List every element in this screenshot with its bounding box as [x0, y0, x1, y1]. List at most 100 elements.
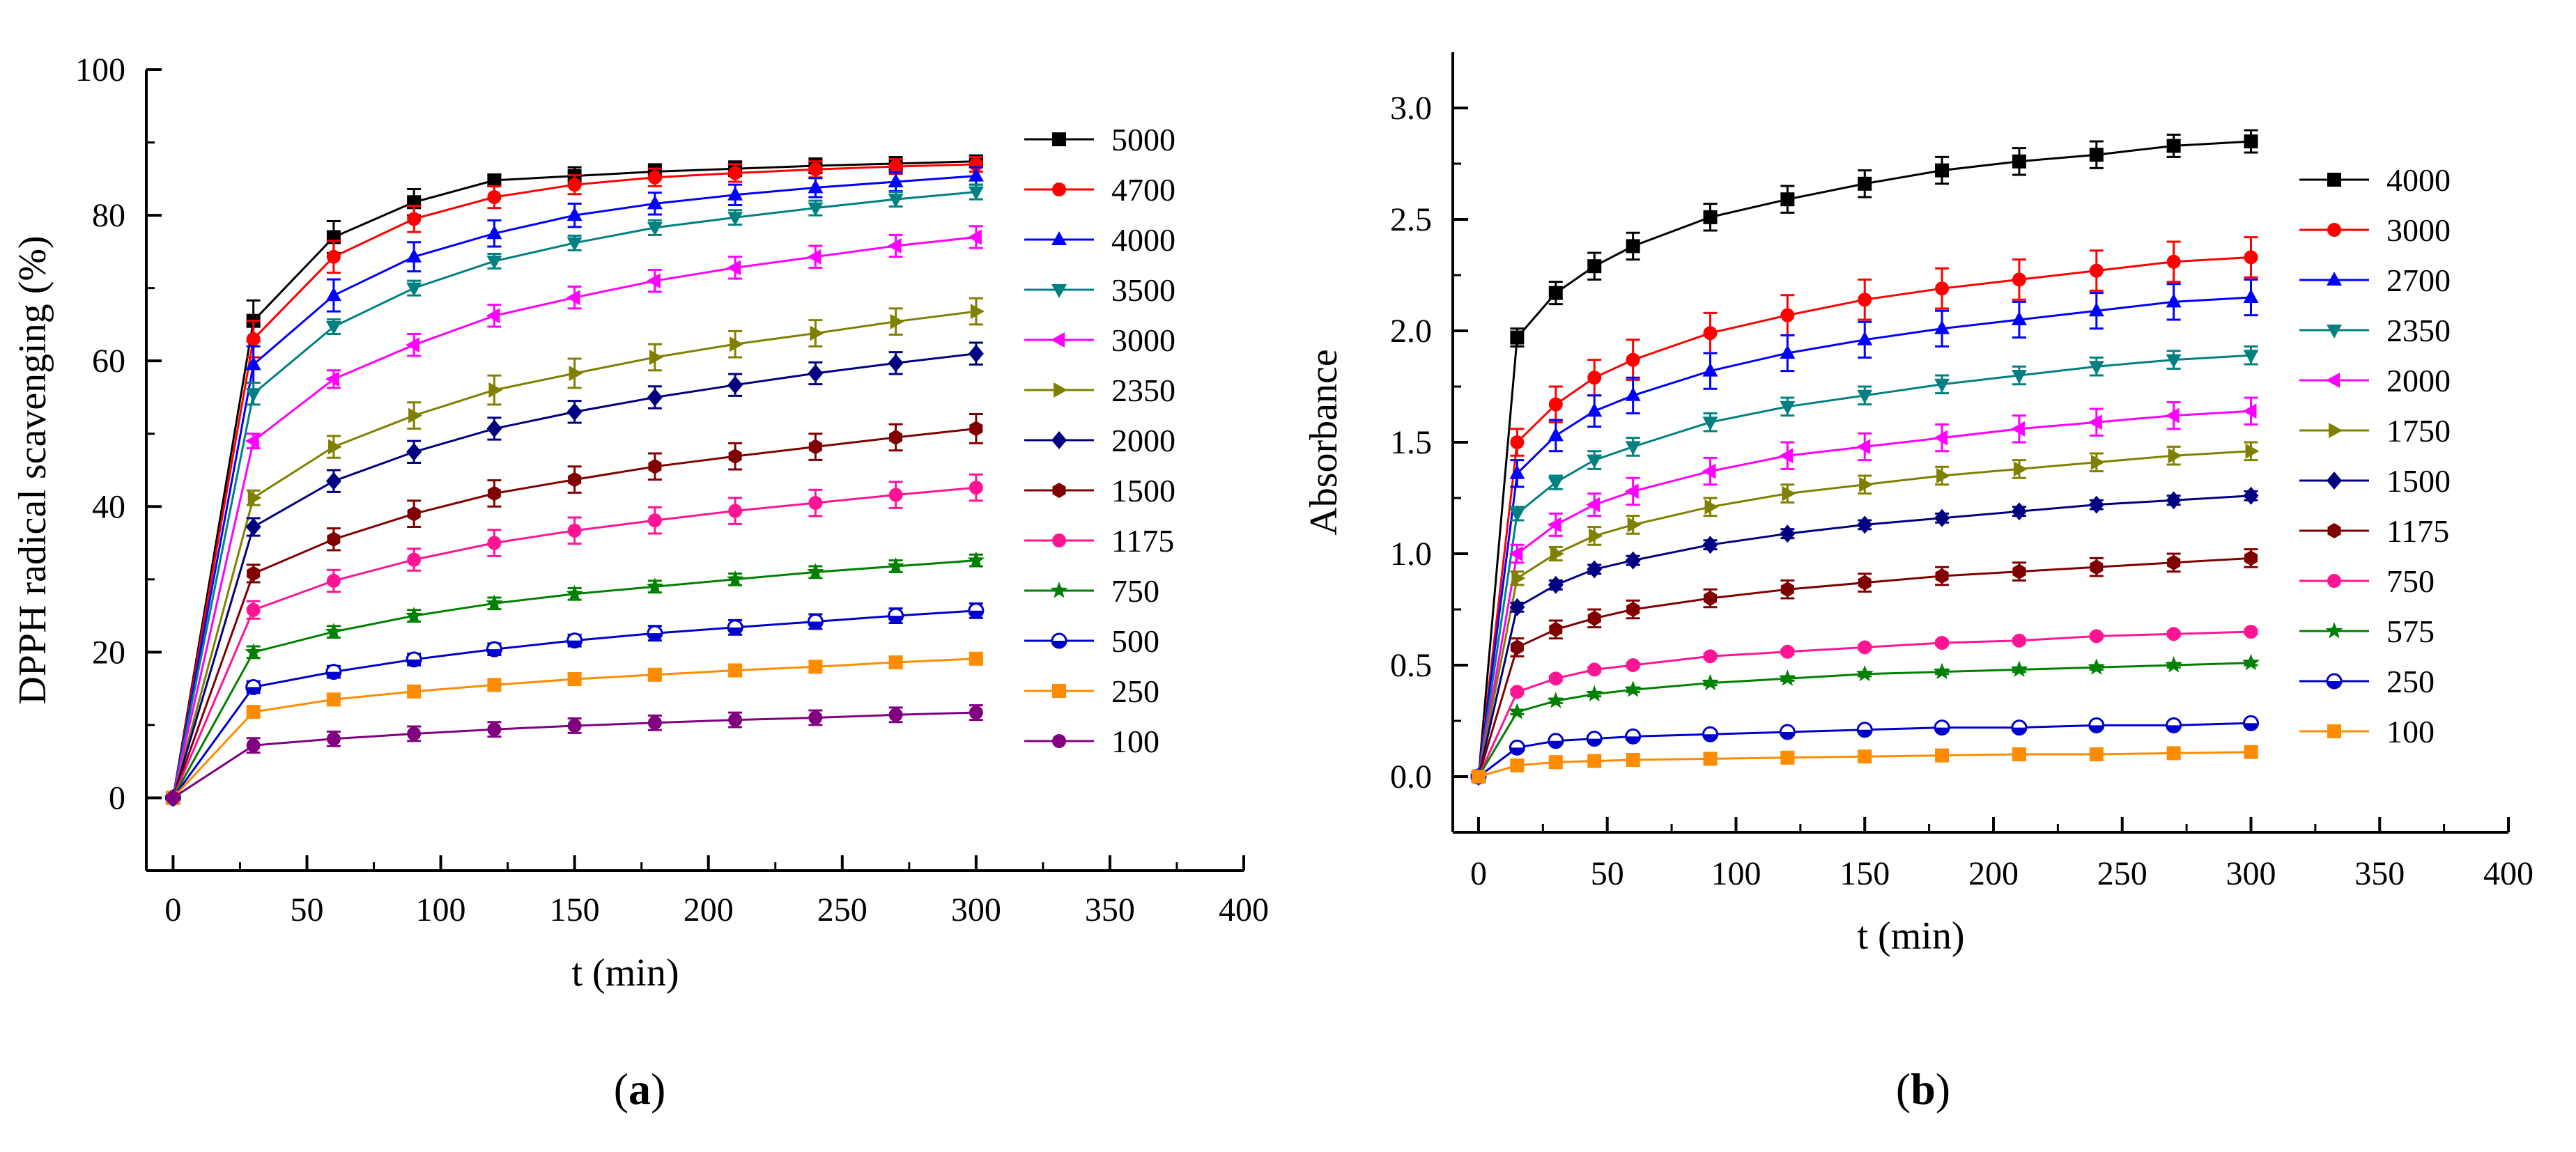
legend-marker [2327, 325, 2342, 338]
data-point [968, 186, 984, 201]
y-tick-label: 0.0 [1390, 758, 1432, 795]
legend-label: 5000 [1111, 122, 1175, 157]
data-point [970, 304, 985, 320]
data-point [1934, 430, 1948, 446]
data-point [888, 354, 904, 373]
legend-label: 1175 [1111, 523, 1174, 559]
data-point [1702, 362, 1718, 377]
data-point [486, 308, 500, 324]
data-point [1935, 568, 1949, 584]
data-point [1585, 685, 1603, 702]
y-axis-label: Absorbance [1302, 349, 1345, 535]
data-point [808, 179, 824, 194]
legend-marker [2327, 173, 2341, 187]
data-point [1782, 485, 1796, 501]
data-point [646, 577, 664, 594]
data-point [325, 371, 339, 387]
x-tick-label: 0 [164, 892, 181, 928]
data-point [1702, 674, 1719, 691]
data-point [1856, 664, 1874, 682]
x-tick-label: 150 [1840, 855, 1890, 892]
data-point [728, 663, 743, 678]
data-point [407, 726, 422, 741]
data-point [245, 679, 262, 696]
legend-label: 2000 [1111, 423, 1175, 458]
data-point [647, 715, 662, 730]
data-point [1859, 476, 1874, 492]
data-point [1548, 755, 1563, 770]
data-point [808, 710, 823, 725]
series-1500 [166, 413, 983, 806]
chart-panel-a: 0 20 40 60 80 100 0 50 100 150 200 250 300 350 400 t (m… [11, 52, 1269, 1114]
data-point [1625, 441, 1641, 456]
series-2000 [165, 341, 984, 807]
data-point [1780, 750, 1795, 765]
data-point [647, 170, 662, 185]
data-point [1704, 591, 1717, 606]
x-tick-label: 400 [2483, 855, 2533, 892]
data-point [487, 485, 501, 501]
data-point [245, 433, 259, 449]
series-2350 [1471, 345, 2259, 785]
data-point [1624, 680, 1642, 697]
data-point [2244, 250, 2258, 265]
data-point [327, 439, 342, 455]
legend-marker [2326, 673, 2343, 690]
data-point [2012, 563, 2026, 579]
data-point [728, 713, 743, 727]
data-point [728, 166, 743, 180]
data-point [647, 513, 662, 528]
data-point [1702, 536, 1718, 554]
data-point [1780, 308, 1795, 322]
legend-item-2350: 2350 [2299, 313, 2451, 348]
legend-item-3500: 3500 [1024, 272, 1175, 308]
data-point [1857, 331, 1873, 345]
series-250 [166, 651, 983, 805]
legend-marker [1052, 132, 1066, 146]
data-point-fill [487, 649, 502, 657]
data-point [1702, 463, 1716, 479]
legend-label: 750 [1111, 573, 1159, 609]
data-point [2012, 633, 2026, 648]
data-point [245, 388, 261, 403]
legend-marker [2326, 373, 2340, 388]
data-point [808, 660, 823, 674]
legend-label: 750 [2386, 563, 2435, 599]
data-point-fill [2089, 725, 2104, 733]
data-point [325, 321, 341, 335]
y-tick-label: 100 [75, 52, 125, 88]
data-point [2244, 745, 2258, 759]
legend-item-500: 500 [1024, 623, 1159, 659]
data-point [1510, 758, 1525, 772]
data-point [1856, 439, 1871, 455]
data-point-fill [2012, 727, 2026, 735]
data-point [326, 692, 341, 707]
data-point [246, 332, 261, 346]
data-point [2012, 154, 2026, 169]
data-point [1510, 435, 1525, 449]
data-point [408, 407, 423, 423]
data-point-fill [647, 633, 662, 641]
legend-item-2000: 2000 [2299, 363, 2451, 398]
data-point [1509, 546, 1523, 561]
data-point [1779, 724, 1796, 740]
data-point [1780, 400, 1796, 415]
data-point [2242, 403, 2257, 419]
data-point [567, 672, 582, 687]
series-250 [1470, 715, 2259, 785]
data-point [1509, 703, 1526, 719]
legend-item-100: 100 [1024, 724, 1159, 759]
panel-label: (b) [1896, 1064, 1950, 1114]
data-point [967, 229, 982, 245]
legend-label: 3000 [1111, 322, 1175, 358]
y-tick-label: 0 [109, 779, 125, 816]
x-tick-label: 50 [1591, 855, 1624, 892]
data-point [1779, 669, 1796, 686]
data-point-fill [1548, 740, 1563, 748]
y-axis-label: DPPH radical scavenging (%) [11, 235, 54, 704]
legend-item-2000: 2000 [1024, 423, 1175, 458]
data-point-fill [407, 659, 422, 667]
data-point [245, 356, 261, 371]
data-point [326, 573, 341, 588]
panel-label-letter: a [628, 1064, 651, 1114]
